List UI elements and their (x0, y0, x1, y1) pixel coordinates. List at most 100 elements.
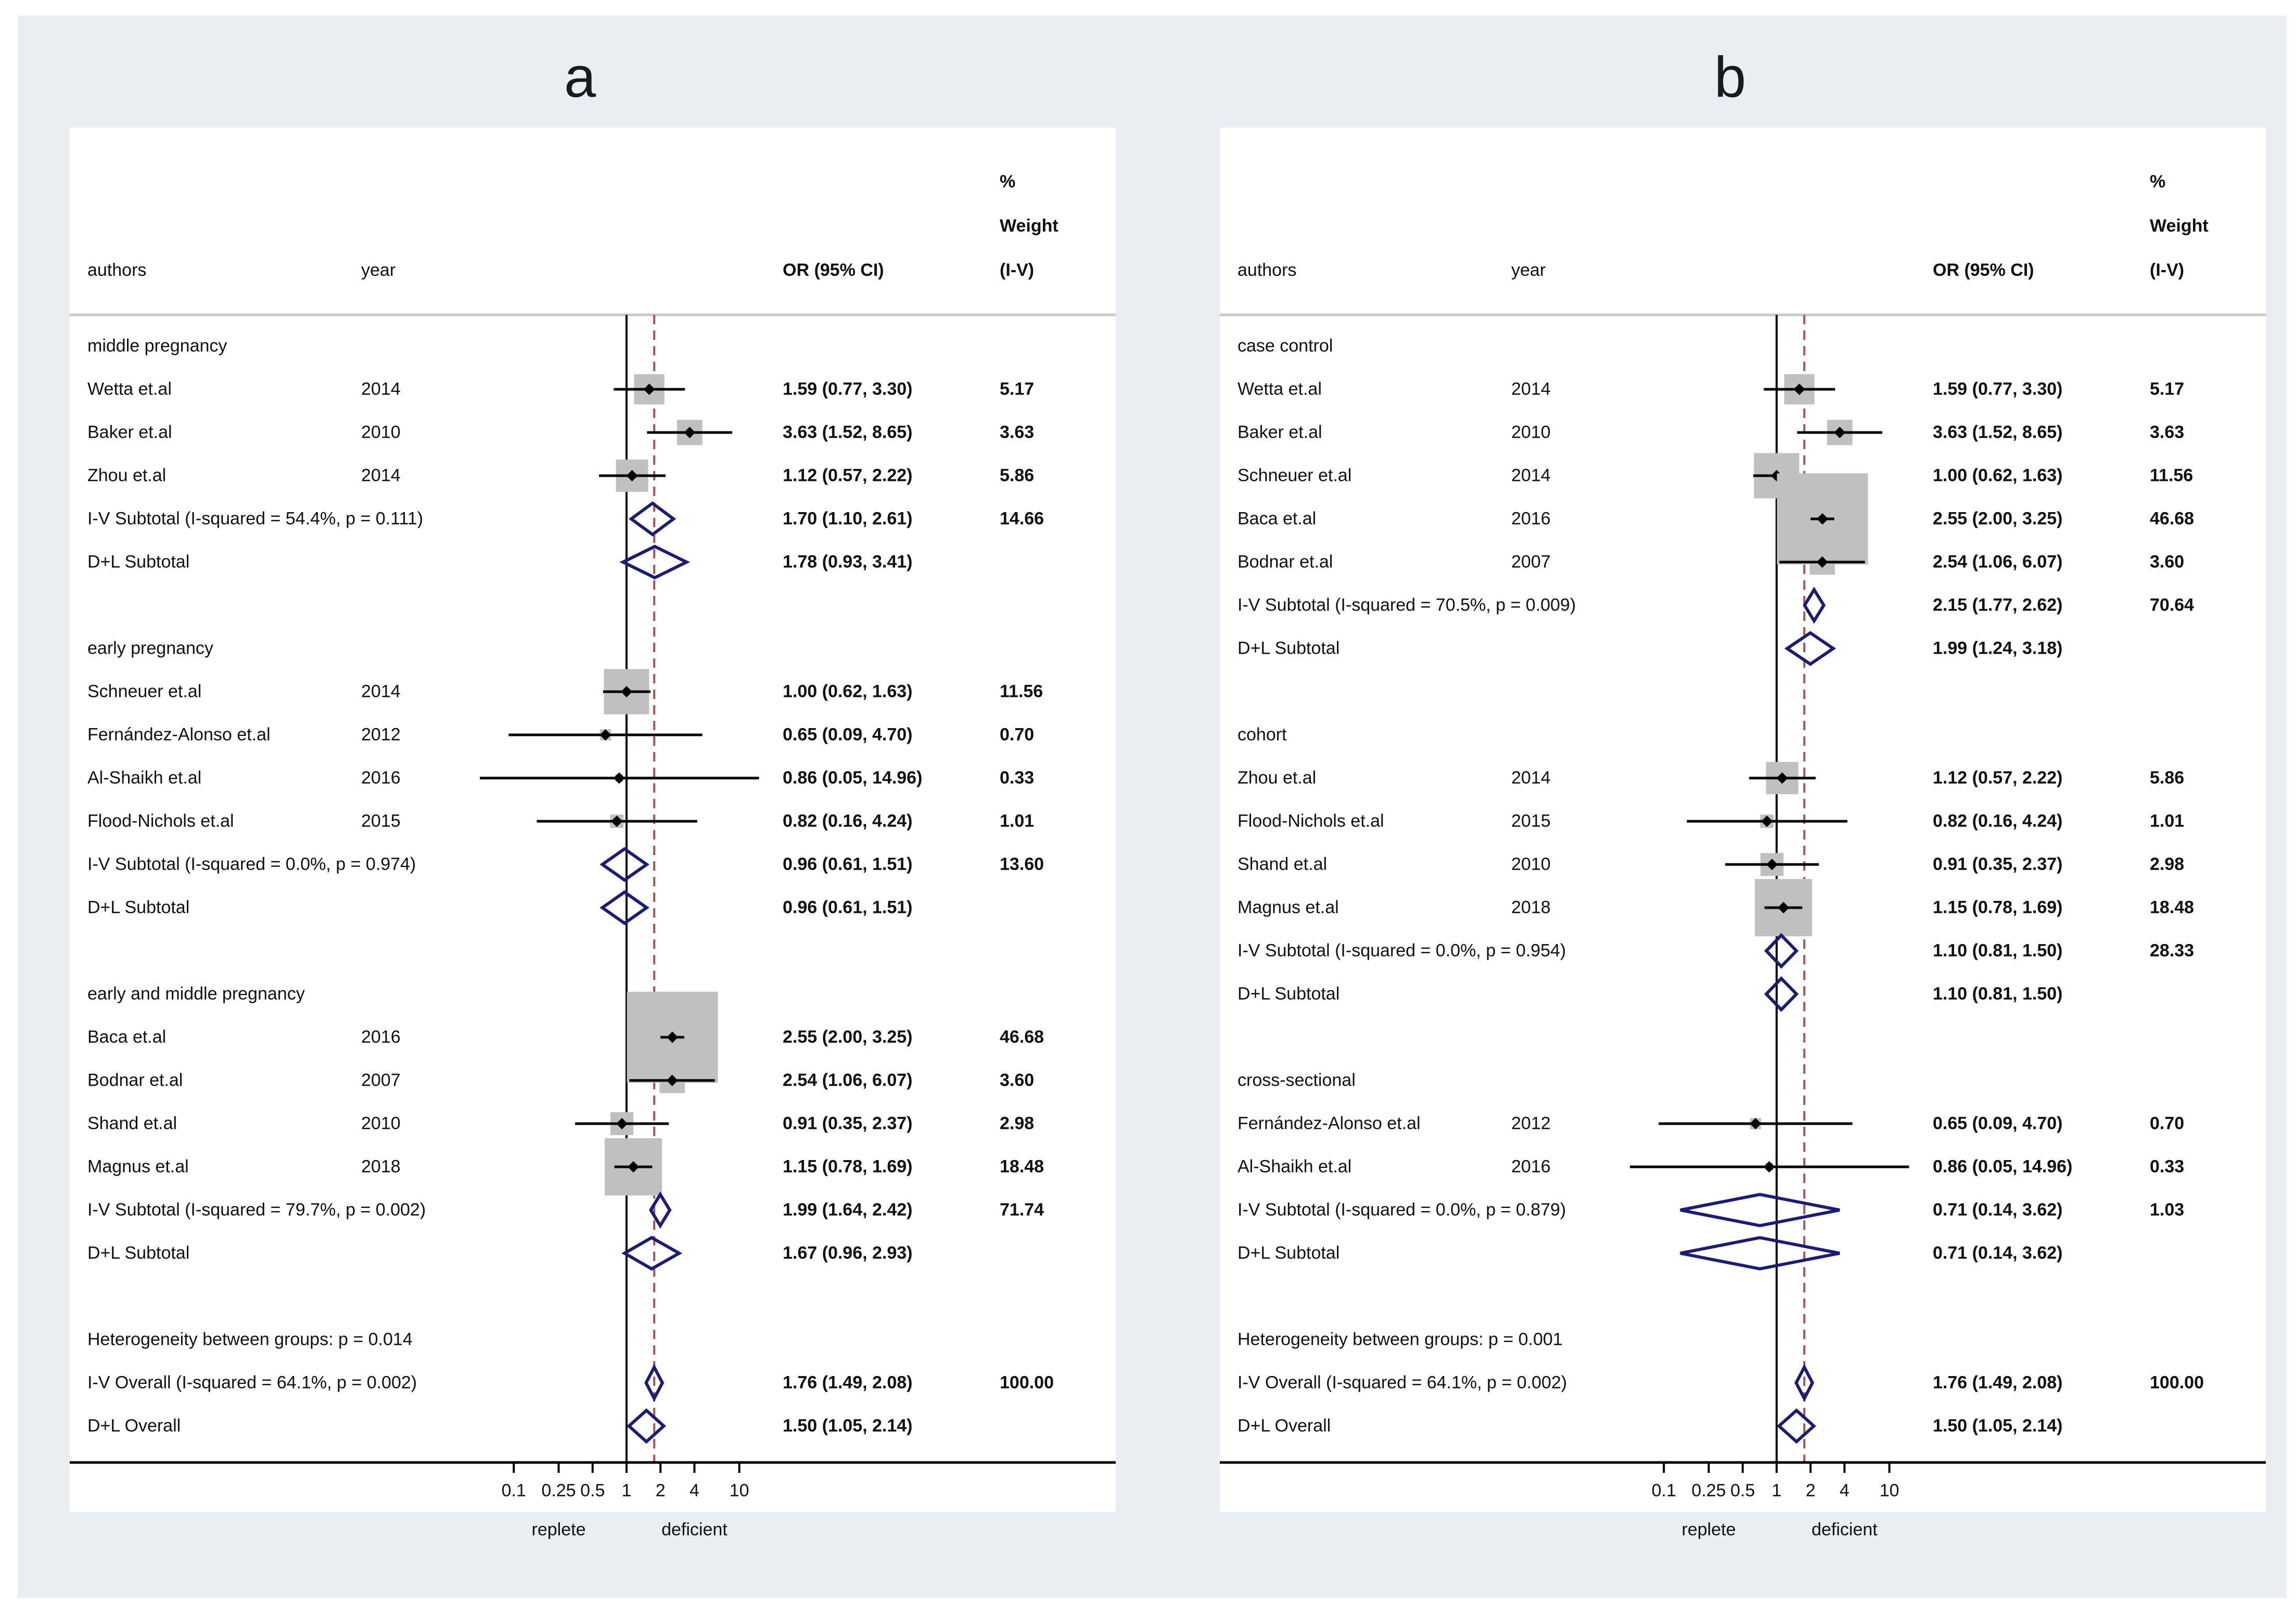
study-author: Al-Shaikh et.al (1238, 1156, 1352, 1177)
header-weight-3: (I-V) (2150, 260, 2185, 280)
study-weight: 1.01 (2150, 811, 2185, 831)
header-or-ci: OR (95% CI) (1933, 260, 2034, 280)
study-year: 2018 (1511, 897, 1551, 918)
group-label: middle pregnancy (87, 336, 227, 356)
x-tick-label: 0.25 (541, 1481, 576, 1500)
study-or-ci: 1.59 (0.77, 3.30) (1933, 379, 2063, 399)
header-weight-1: % (2150, 172, 2166, 192)
summary-diamond (599, 890, 649, 925)
subtotal-weight: 100.00 (1000, 1372, 1054, 1393)
study-author: Schneuer et.al (87, 681, 202, 702)
study-or-ci: 0.82 (0.16, 4.24) (1933, 811, 2063, 831)
study-author: Magnus et.al (1238, 897, 1339, 918)
subtotal-weight: 71.74 (1000, 1200, 1044, 1220)
study-or-ci: 1.15 (0.78, 1.69) (783, 1156, 913, 1177)
subtotal-label: I-V Subtotal (I-squared = 79.7%, p = 0.0… (87, 1200, 426, 1220)
study-or-ci: 1.00 (0.62, 1.63) (783, 681, 913, 702)
study-weight: 5.17 (1000, 379, 1035, 399)
summary-diamond (1680, 1192, 1840, 1228)
study-year: 2016 (1511, 508, 1551, 529)
summary-diamond (1764, 976, 1799, 1012)
x-label-deficient: deficient (661, 1520, 728, 1539)
point-estimate (667, 1032, 679, 1043)
x-tick-label: 4 (1839, 1481, 1849, 1500)
study-year: 2016 (361, 1027, 401, 1047)
study-weight: 18.48 (1000, 1156, 1044, 1177)
header-weight-1: % (1000, 172, 1016, 192)
study-author: Magnus et.al (87, 1156, 189, 1177)
point-estimate (643, 384, 655, 395)
study-year: 2007 (1511, 552, 1551, 572)
point-estimate (684, 427, 696, 438)
study-weight: 0.70 (2150, 1113, 2185, 1134)
study-weight: 3.63 (1000, 422, 1035, 442)
header-authors: authors (87, 260, 147, 280)
study-year: 2012 (361, 724, 401, 745)
summary-diamond (619, 544, 691, 580)
study-weight: 46.68 (1000, 1027, 1044, 1047)
study-or-ci: 1.12 (0.57, 2.22) (1933, 768, 2063, 788)
study-weight: 46.68 (2150, 508, 2195, 529)
study-or-ci: 1.12 (0.57, 2.22) (783, 465, 913, 486)
study-weight: 3.60 (1000, 1070, 1035, 1090)
x-tick-label: 0.1 (1651, 1481, 1676, 1500)
subtotal-label: I-V Subtotal (I-squared = 54.4%, p = 0.1… (87, 508, 424, 529)
summary-diamond (1680, 1236, 1840, 1271)
study-year: 2014 (361, 681, 401, 702)
subtotal-or-ci: 1.99 (1.24, 3.18) (1933, 638, 2063, 658)
subtotal-label: I-V Subtotal (I-squared = 70.5%, p = 0.0… (1238, 595, 1576, 615)
forest-plot-b: authors year OR (95% CI)% Weight (I-V) case c… (1220, 128, 2266, 1539)
subtotal-label: D+L Subtotal (1238, 984, 1340, 1004)
study-or-ci: 0.86 (0.05, 14.96) (783, 768, 923, 788)
subtotal-or-ci: 1.99 (1.64, 2.42) (783, 1200, 913, 1220)
subtotal-label: D+L Subtotal (87, 552, 190, 572)
study-author: Baca et.al (1238, 508, 1317, 529)
subtotal-label: I-V Overall (I-squared = 64.1%, p = 0.00… (1238, 1372, 1567, 1393)
group-label: case control (1238, 336, 1333, 356)
study-weight: 2.98 (2150, 854, 2185, 874)
study-year: 2007 (361, 1070, 401, 1090)
subtotal-or-ci: 0.96 (0.61, 1.51) (783, 897, 913, 918)
subtotal-label: D+L Overall (1238, 1416, 1331, 1436)
study-or-ci: 2.54 (1.06, 6.07) (1933, 552, 2063, 572)
subtotal-or-ci: 0.71 (0.14, 3.62) (1933, 1243, 2063, 1263)
subtotal-or-ci: 1.50 (1.05, 2.14) (1933, 1416, 2063, 1436)
study-or-ci: 2.55 (2.00, 3.25) (783, 1027, 913, 1047)
study-year: 2014 (361, 465, 401, 486)
point-estimate (613, 772, 625, 784)
subtotal-or-ci: 2.15 (1.77, 2.62) (1933, 595, 2063, 615)
forest-plot-graphics (70, 313, 1116, 1473)
subtotal-or-ci: 0.71 (0.14, 3.62) (1933, 1200, 2063, 1220)
x-tick-label: 1 (1771, 1481, 1782, 1500)
study-author: Wetta et.al (1238, 379, 1322, 399)
study-author: Wetta et.al (87, 379, 172, 399)
subtotal-label: I-V Subtotal (I-squared = 0.0%, p = 0.97… (87, 854, 416, 874)
study-weight: 5.86 (2150, 768, 2185, 788)
subtotal-weight: 1.03 (2150, 1200, 2185, 1220)
point-estimate (1778, 902, 1790, 913)
study-weight: 11.56 (1000, 681, 1043, 702)
x-tick-label: 4 (689, 1481, 699, 1500)
summary-diamond (1803, 587, 1826, 624)
subtotal-or-ci: 1.76 (1.49, 2.08) (783, 1372, 913, 1393)
subtotal-weight: 70.64 (2150, 595, 2195, 615)
study-weight: 5.86 (1000, 465, 1035, 486)
study-or-ci: 1.00 (0.62, 1.63) (1933, 465, 2063, 486)
panel-label-a: a (564, 45, 596, 109)
x-tick-label: 0.5 (580, 1481, 605, 1500)
point-estimate (626, 470, 638, 481)
study-weight: 0.70 (1000, 724, 1035, 745)
study-author: Shand et.al (87, 1113, 177, 1134)
group-label: early pregnancy (87, 638, 213, 658)
study-year: 2016 (1511, 1156, 1551, 1177)
summary-diamond (1777, 1408, 1817, 1444)
x-tick-label: 0.1 (501, 1481, 526, 1500)
point-estimate (628, 1161, 640, 1173)
header-year: year (1511, 260, 1546, 280)
subtotal-or-ci: 1.78 (0.93, 3.41) (783, 552, 913, 572)
x-tick-label: 1 (621, 1481, 632, 1500)
study-author: Baker et.al (87, 422, 172, 442)
study-author: Zhou et.al (87, 465, 167, 486)
study-or-ci: 0.86 (0.05, 14.96) (1933, 1156, 2073, 1177)
study-or-ci: 1.59 (0.77, 3.30) (783, 379, 913, 399)
